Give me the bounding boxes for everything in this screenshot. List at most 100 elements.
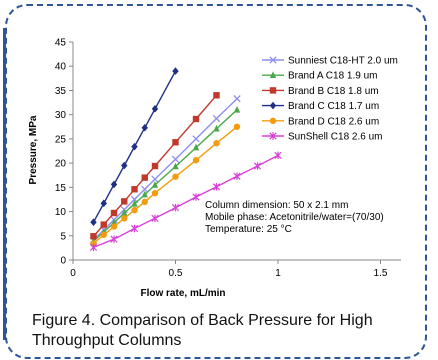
- data-point: [172, 173, 179, 180]
- pressure-chart: 0 5 10 15 20 25 30 35 40 45 0 0.5 1 1.5 Sunniest C18-…: [28, 38, 401, 299]
- legend-label: SunShell C18 2.6 um: [288, 132, 383, 143]
- data-point: [269, 56, 277, 64]
- y-tick-label: 0: [60, 256, 66, 267]
- chart-legend: Sunniest C18-HT 2.0 um Brand A C18 1.9 um…: [262, 56, 398, 143]
- data-point: [192, 193, 200, 201]
- data-point: [151, 189, 159, 197]
- series-3: [90, 67, 179, 227]
- x-tick-label: 1.5: [374, 268, 388, 279]
- legend-entry-3: Brand C C18 1.7 um: [262, 101, 379, 112]
- data-point: [131, 200, 138, 207]
- data-point: [151, 105, 159, 113]
- data-point: [131, 142, 138, 151]
- x-tick-label: 0: [70, 268, 76, 279]
- data-point: [121, 161, 128, 170]
- y-tick-label: 30: [55, 110, 67, 121]
- legend-entry-2: Brand B C18 1.8 um: [262, 86, 379, 97]
- data-point: [110, 223, 118, 230]
- series-2: [90, 92, 220, 240]
- y-tick-label: 25: [55, 134, 67, 145]
- data-point: [213, 140, 220, 147]
- data-point: [110, 235, 118, 243]
- data-point: [171, 203, 180, 212]
- data-point: [151, 175, 159, 183]
- data-point: [212, 183, 221, 191]
- figure-caption: Figure 4. Comparison of Back Pressure fo…: [32, 311, 412, 351]
- x-axis-label: Flow rate, mL/min: [140, 288, 225, 299]
- x-tick-label: 0.5: [169, 268, 183, 279]
- data-point: [100, 221, 107, 228]
- y-tick-label: 45: [55, 38, 67, 49]
- data-point: [212, 114, 221, 123]
- x-tick-label: 1: [275, 268, 281, 279]
- data-point: [233, 172, 241, 180]
- legend-label: Brand A C18 1.9 um: [288, 71, 378, 82]
- data-point: [151, 162, 159, 170]
- data-point: [141, 185, 149, 193]
- data-point: [131, 186, 138, 193]
- series-line: [92, 70, 177, 223]
- legend-label: Brand B C18 1.8 um: [288, 86, 379, 97]
- data-point: [121, 198, 128, 205]
- data-point: [233, 123, 241, 130]
- data-point: [90, 218, 97, 227]
- data-point: [110, 209, 118, 217]
- data-point: [130, 224, 139, 233]
- data-point: [171, 155, 180, 163]
- data-point: [121, 209, 128, 216]
- chart-series: [89, 67, 282, 252]
- data-point: [100, 199, 107, 208]
- caption-line-1: Figure 4. Comparison of Back Pressure fo…: [32, 312, 373, 329]
- data-point: [269, 71, 277, 78]
- data-point: [172, 162, 179, 170]
- figure-card: [5, 4, 427, 359]
- data-point: [233, 95, 241, 103]
- series-line: [93, 154, 279, 249]
- data-point: [192, 143, 200, 151]
- data-point: [141, 198, 148, 206]
- annotation-line: Column dimension: 50 x 2.1 mm: [205, 200, 348, 211]
- data-point: [269, 101, 277, 110]
- y-tick-label: 20: [55, 159, 67, 170]
- data-point: [274, 151, 282, 160]
- data-point: [110, 180, 118, 189]
- data-point: [131, 206, 138, 214]
- legend-label: Brand C C18 1.7 um: [288, 101, 379, 112]
- data-point: [151, 214, 159, 223]
- legend-entry-4: Brand D C18 2.6 um: [262, 116, 379, 127]
- data-point: [192, 135, 200, 143]
- data-point: [192, 157, 200, 164]
- data-point: [141, 123, 148, 132]
- data-point: [90, 233, 97, 240]
- legend-entry-5: SunShell C18 2.6 um: [262, 132, 383, 143]
- data-point: [141, 190, 148, 198]
- data-point: [233, 106, 241, 113]
- data-point: [172, 67, 179, 75]
- y-tick-label: 40: [55, 62, 67, 73]
- y-tick-label: 35: [55, 86, 67, 97]
- data-point: [253, 162, 262, 170]
- legend-label: Sunniest C18-HT 2.0 um: [288, 56, 398, 67]
- data-point: [100, 231, 107, 239]
- y-tick-label: 10: [55, 207, 67, 218]
- y-tick-label: 15: [55, 183, 67, 194]
- data-point: [213, 124, 220, 132]
- legend-label: Brand D C18 2.6 um: [288, 116, 379, 127]
- data-point: [269, 117, 277, 125]
- annotation-line: Mobile phase: Acetonitrile/water=(70/30): [205, 212, 384, 223]
- data-point: [192, 115, 200, 123]
- legend-entry-1: Brand A C18 1.9 um: [262, 71, 378, 82]
- data-point: [121, 215, 128, 222]
- chart-axes: 0 5 10 15 20 25 30 35 40 45 0 0.5 1 1.5: [55, 38, 401, 279]
- left-accent-bar: [3, 28, 6, 340]
- data-point: [269, 87, 277, 94]
- y-tick-label: 5: [60, 231, 66, 242]
- data-point: [141, 174, 148, 181]
- legend-entry-0: Sunniest C18-HT 2.0 um: [262, 56, 398, 67]
- data-point: [151, 181, 159, 188]
- data-point: [213, 92, 220, 99]
- data-point: [269, 132, 277, 140]
- series-line: [92, 94, 218, 237]
- caption-line-2: Throughput Columns: [32, 332, 182, 349]
- series-5: [89, 151, 282, 252]
